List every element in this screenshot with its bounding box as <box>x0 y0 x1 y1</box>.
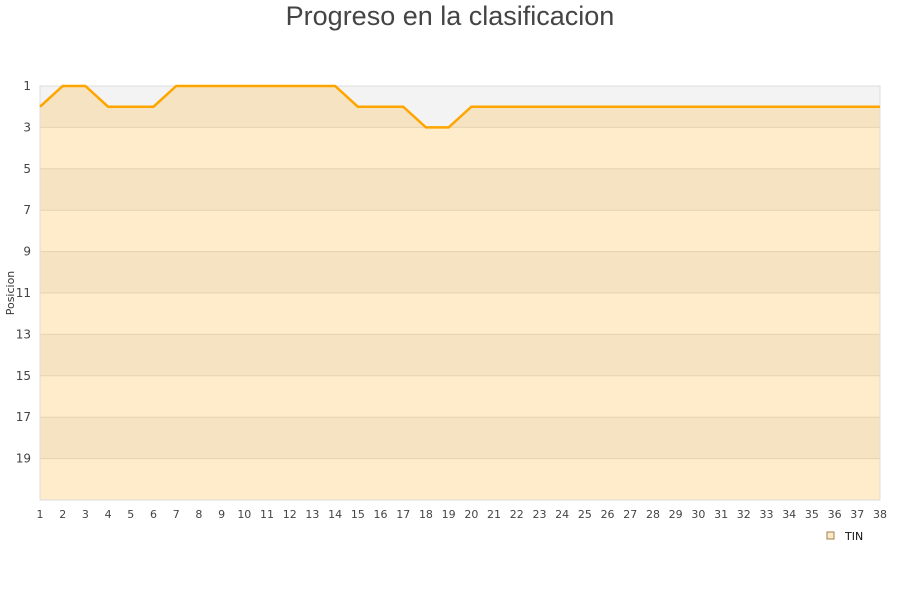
x-tick-label: 21 <box>487 508 501 521</box>
x-tick-label: 34 <box>782 508 796 521</box>
y-tick-label: 11 <box>16 286 31 300</box>
x-tick-label: 12 <box>283 508 297 521</box>
band <box>40 168 880 211</box>
x-tick-label: 22 <box>510 508 524 521</box>
x-tick-label: 11 <box>260 508 274 521</box>
x-tick-label: 24 <box>555 508 569 521</box>
series-line-tin <box>39 84 880 129</box>
band <box>40 210 880 252</box>
legend-label: TIN <box>844 530 863 543</box>
x-tick-label: 20 <box>464 508 478 521</box>
y-tick-label: 5 <box>23 162 31 176</box>
x-tick-label: 37 <box>850 508 864 521</box>
y-tick-label: 13 <box>16 327 31 341</box>
x-tick-label: 28 <box>646 508 660 521</box>
y-tick-label: 15 <box>16 369 31 383</box>
x-tick-label: 5 <box>127 508 134 521</box>
x-tick-label: 29 <box>669 508 683 521</box>
x-tick-label: 9 <box>218 508 225 521</box>
plot-border <box>39 85 881 501</box>
x-tick-label: 23 <box>532 508 546 521</box>
x-tick-label: 15 <box>351 508 365 521</box>
x-tick-label: 13 <box>305 508 319 521</box>
x-tick-label: 17 <box>396 508 410 521</box>
x-tick-label: 31 <box>714 508 728 521</box>
x-tick-label: 3 <box>82 508 89 521</box>
x-tick-label: 6 <box>150 508 157 521</box>
x-tick-label: 35 <box>805 508 819 521</box>
x-tick-label: 32 <box>737 508 751 521</box>
x-tick-label: 25 <box>578 508 592 521</box>
x-tick-label: 33 <box>759 508 773 521</box>
band <box>40 375 880 418</box>
y-tick-label: 7 <box>23 203 31 217</box>
legend-swatch <box>826 531 835 540</box>
band <box>40 417 880 459</box>
band <box>40 458 880 500</box>
x-tick-label: 19 <box>442 508 456 521</box>
x-tick-label: 36 <box>828 508 842 521</box>
x-tick-label: 16 <box>374 508 388 521</box>
band <box>40 251 880 293</box>
y-tick-label: 1 <box>23 79 31 93</box>
y-tick-label: 19 <box>16 452 31 466</box>
x-tick-label: 1 <box>37 508 44 521</box>
y-axis-label: Posicion <box>4 271 17 316</box>
x-tick-label: 7 <box>173 508 180 521</box>
band <box>40 293 880 335</box>
x-tick-label: 14 <box>328 508 342 521</box>
x-tick-label: 4 <box>105 508 112 521</box>
y-tick-label: 17 <box>16 410 31 424</box>
x-tick-label: 8 <box>195 508 202 521</box>
x-tick-label: 10 <box>237 508 251 521</box>
y-tick-label: 9 <box>23 245 31 259</box>
band <box>40 334 880 376</box>
x-tick-label: 27 <box>623 508 637 521</box>
x-tick-label: 18 <box>419 508 433 521</box>
band <box>40 127 880 169</box>
x-tick-label: 30 <box>691 508 705 521</box>
x-tick-label: 2 <box>59 508 66 521</box>
x-tick-label: 26 <box>601 508 615 521</box>
y-tick-label: 3 <box>23 120 31 134</box>
chart-title: Progreso en la clasificacion <box>285 1 615 31</box>
x-tick-label: 38 <box>873 508 887 521</box>
